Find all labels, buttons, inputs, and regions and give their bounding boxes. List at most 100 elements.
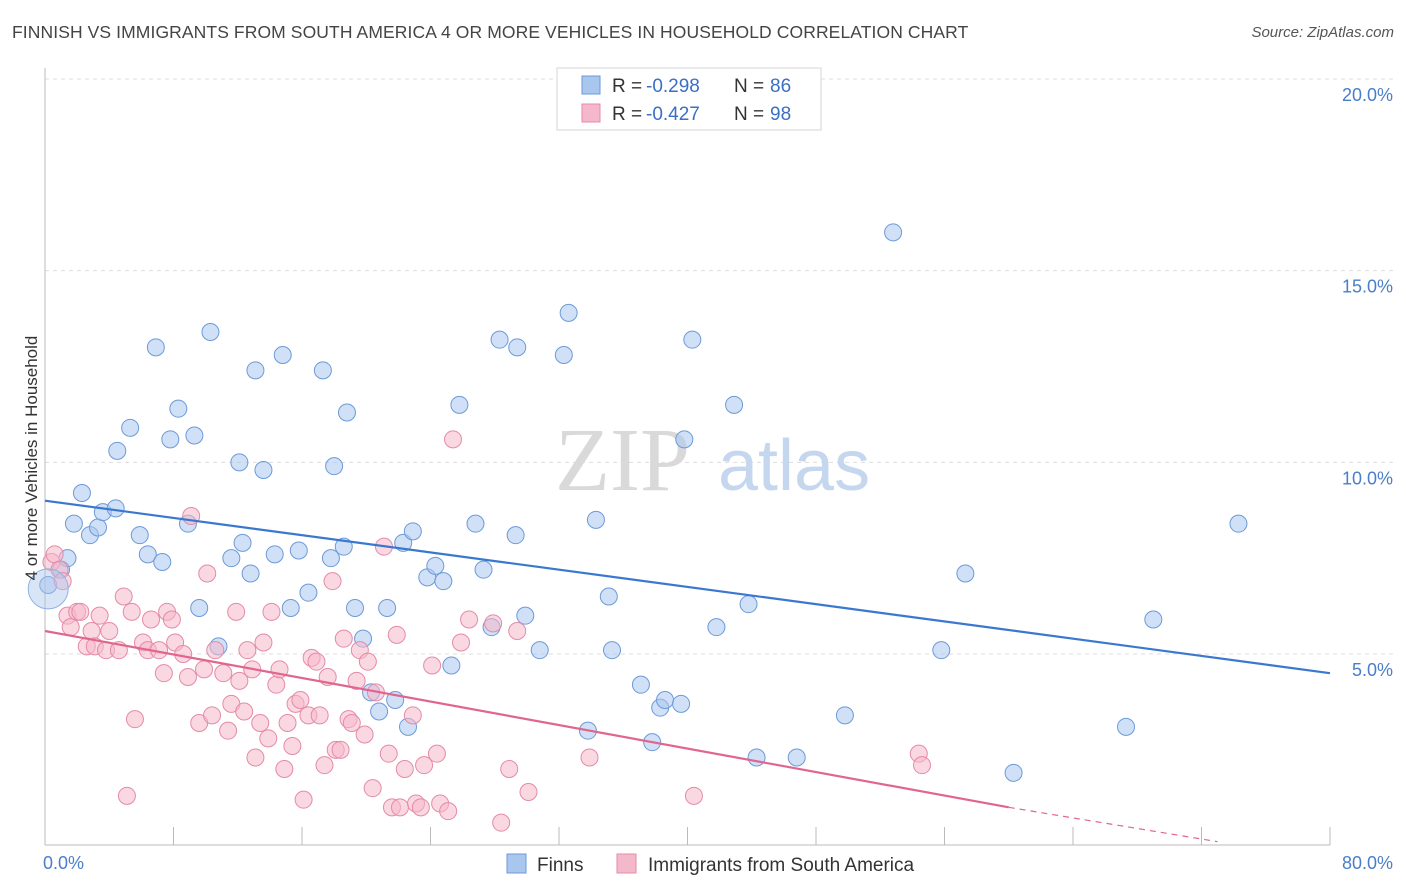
data-point (484, 614, 503, 633)
data-point (315, 756, 334, 775)
data-point (707, 618, 726, 637)
legend-swatch (581, 75, 601, 95)
data-point (490, 330, 509, 349)
data-point (251, 714, 270, 732)
data-point (138, 545, 157, 564)
data-point (434, 572, 453, 591)
data-point (82, 622, 101, 640)
data-point (278, 714, 297, 732)
chart-title: FINNISH VS IMMIGRANTS FROM SOUTH AMERICA… (12, 22, 969, 42)
data-point (162, 610, 181, 629)
data-point (230, 671, 249, 690)
data-point (347, 671, 366, 690)
data-point (246, 748, 265, 767)
watermark-zip: ZIP (555, 411, 690, 510)
data-point (310, 706, 329, 725)
data-point (508, 622, 527, 640)
data-point (346, 599, 365, 617)
data-point (246, 361, 265, 380)
trend-line-immigrants (44, 629, 1009, 809)
bottom-legend-swatch (506, 853, 527, 874)
data-point (500, 760, 519, 778)
data-point (198, 564, 217, 583)
data-point (450, 395, 469, 414)
data-point (631, 675, 650, 694)
legend-n-label: N = (734, 104, 764, 125)
data-point (206, 641, 225, 660)
data-point (53, 572, 72, 591)
data-point (307, 652, 326, 671)
watermark-atlas: atlas (718, 426, 870, 506)
data-point (603, 641, 622, 660)
data-point (1004, 763, 1023, 782)
y-tick-label: 20.0% (1342, 85, 1393, 105)
data-point (739, 595, 758, 614)
data-point (411, 798, 430, 817)
data-point (492, 813, 511, 832)
data-point (122, 602, 141, 621)
data-point (214, 664, 233, 683)
data-point (267, 675, 286, 694)
data-point (442, 656, 461, 675)
legend-r-value: -0.298 (646, 76, 700, 97)
source-label: Source: ZipAtlas.com (1251, 24, 1394, 41)
data-point (227, 602, 246, 621)
data-point (508, 338, 527, 357)
bottom-legend-swatch (616, 853, 637, 874)
data-point (222, 549, 241, 568)
x-tick-labels: 0.0% 80.0% (43, 853, 1393, 873)
data-point (460, 610, 479, 629)
data-point (71, 602, 90, 621)
legend-bottom: Finns Immigrants from South America (506, 853, 915, 876)
data-point (161, 430, 180, 449)
trend-lines (44, 499, 1331, 843)
data-point (559, 303, 578, 322)
data-point (395, 760, 414, 778)
data-point (121, 418, 140, 437)
data-point (201, 323, 220, 341)
data-point (334, 629, 353, 648)
data-points (27, 223, 1248, 832)
data-point (684, 786, 703, 805)
data-point (452, 633, 471, 652)
data-point (108, 441, 127, 460)
x-tick-label-min: 0.0% (43, 853, 84, 873)
data-point (117, 786, 136, 805)
data-point (259, 729, 278, 748)
legend-swatch (581, 103, 601, 123)
data-point (61, 618, 80, 637)
data-point (185, 426, 204, 445)
data-point (426, 556, 445, 575)
data-point (254, 633, 273, 652)
legend-r-label: R = (612, 76, 642, 97)
data-point (580, 748, 599, 767)
bottom-legend-label: Finns (537, 855, 583, 876)
data-point (1229, 514, 1248, 533)
series-immigrants-south-america (42, 430, 932, 832)
y-tick-label: 5.0% (1352, 660, 1393, 680)
data-point (313, 361, 332, 380)
y-axis-label: 4 or more Vehicles in Household (22, 336, 41, 581)
data-point (174, 645, 193, 663)
data-point (519, 783, 538, 801)
data-point (169, 399, 188, 418)
data-point (787, 748, 806, 767)
data-point (390, 798, 409, 817)
data-point (325, 457, 344, 476)
data-point-large (27, 568, 69, 610)
y-tick-labels: 5.0% 10.0% 15.0% 20.0% (1342, 85, 1393, 680)
bottom-legend-label: Immigrants from South America (648, 855, 915, 876)
axes (44, 68, 1331, 846)
data-point (89, 518, 108, 537)
data-point (219, 721, 238, 740)
data-point (403, 522, 422, 541)
data-point (321, 549, 340, 568)
data-point (142, 610, 161, 629)
data-point (554, 346, 573, 364)
data-point (291, 691, 310, 709)
data-point (379, 744, 398, 763)
data-point (241, 564, 260, 583)
data-point (656, 691, 675, 709)
data-point (672, 694, 691, 713)
data-point (474, 560, 493, 579)
